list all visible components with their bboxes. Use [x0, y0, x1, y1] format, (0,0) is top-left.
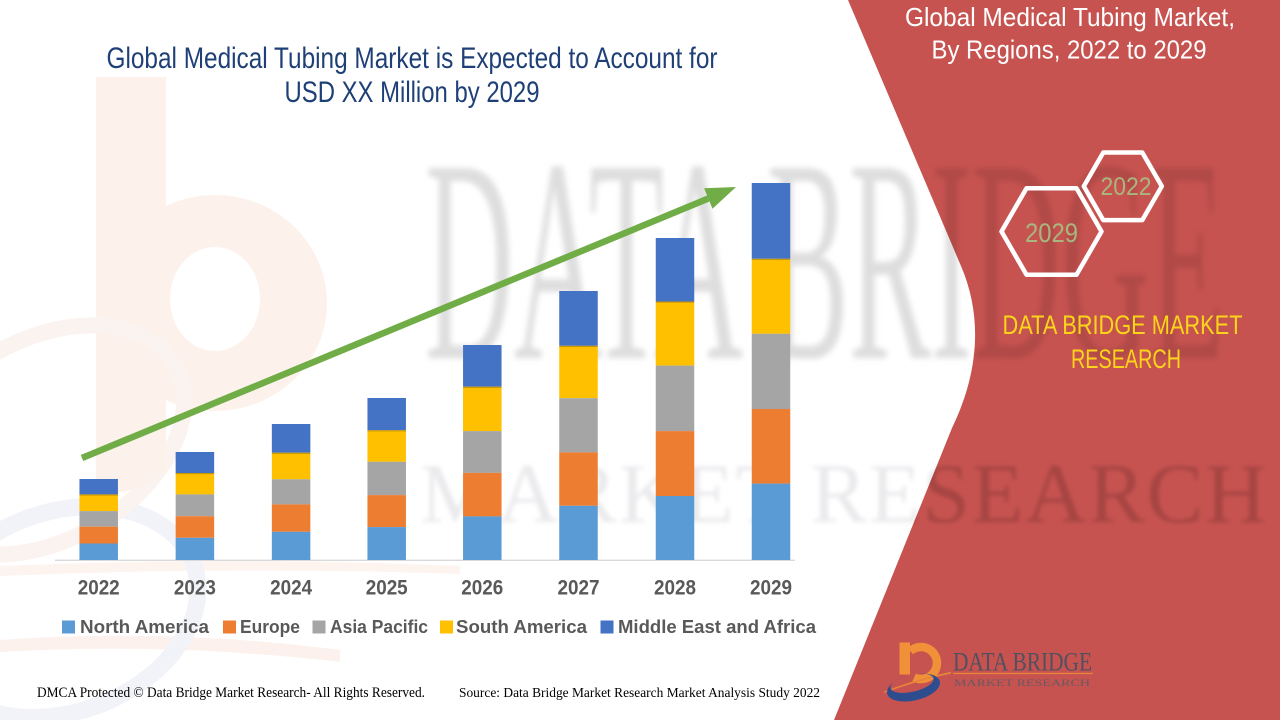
- svg-text:Middle East and Africa: Middle East and Africa: [618, 617, 817, 637]
- svg-text:2022: 2022: [1101, 173, 1152, 201]
- svg-text:2029: 2029: [750, 577, 792, 600]
- svg-text:MARKET RESEARCH: MARKET RESEARCH: [954, 678, 1091, 688]
- svg-text:Europe: Europe: [240, 617, 300, 637]
- svg-text:DMCA Protected © Data Bridge M: DMCA Protected © Data Bridge Market Rese…: [37, 685, 425, 701]
- svg-text:North America: North America: [80, 617, 210, 637]
- svg-text:2022: 2022: [78, 577, 120, 600]
- svg-text:Source: Data Bridge Market Res: Source: Data Bridge Market Research Mark…: [459, 685, 820, 700]
- svg-text:Global Medical Tubing Market,: Global Medical Tubing Market,: [905, 2, 1235, 32]
- svg-text:DATA BRIDGE: DATA BRIDGE: [953, 648, 1092, 677]
- svg-text:2027: 2027: [558, 577, 600, 600]
- svg-text:Asia Pacific: Asia Pacific: [330, 617, 428, 637]
- svg-text:2028: 2028: [654, 577, 696, 600]
- svg-text:2025: 2025: [366, 577, 408, 600]
- svg-text:USD XX Million by 2029: USD XX Million by 2029: [285, 76, 540, 109]
- svg-text:2029: 2029: [1025, 218, 1078, 248]
- svg-text:Global Medical Tubing Market i: Global Medical Tubing Market is Expected…: [107, 42, 718, 75]
- svg-text:2024: 2024: [270, 577, 312, 600]
- svg-text:2026: 2026: [461, 577, 503, 600]
- svg-text:South America: South America: [456, 617, 588, 637]
- svg-text:2023: 2023: [174, 577, 216, 600]
- svg-text:By Regions, 2022 to 2029: By Regions, 2022 to 2029: [932, 35, 1207, 65]
- svg-text:RESEARCH: RESEARCH: [1071, 344, 1181, 374]
- svg-text:DATA BRIDGE MARKET: DATA BRIDGE MARKET: [1003, 310, 1243, 340]
